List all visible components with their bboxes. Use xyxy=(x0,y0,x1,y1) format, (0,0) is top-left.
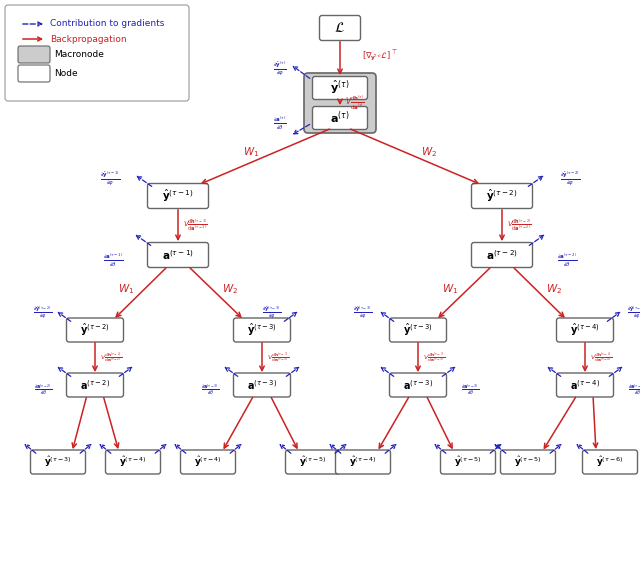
Text: Macronode: Macronode xyxy=(54,50,104,59)
Text: $\hat{\mathbf{y}}^{(\tau-4)}$: $\hat{\mathbf{y}}^{(\tau-4)}$ xyxy=(349,455,377,469)
FancyBboxPatch shape xyxy=(500,450,556,474)
Text: $V\frac{\mathrm{d}\mathbf{h}^{(\tau-3)}}{\mathrm{d}\mathbf{a}^{(\tau-3)}}$: $V\frac{\mathrm{d}\mathbf{h}^{(\tau-3)}}… xyxy=(423,350,445,365)
FancyBboxPatch shape xyxy=(312,76,367,100)
Text: $V\frac{\mathrm{d}\mathbf{h}^{(\tau-2)}}{\mathrm{d}\mathbf{a}^{(\tau-2)}}$: $V\frac{\mathrm{d}\mathbf{h}^{(\tau-2)}}… xyxy=(507,217,532,234)
Text: $\hat{\mathbf{y}}^{(\tau-5)}$: $\hat{\mathbf{y}}^{(\tau-5)}$ xyxy=(514,455,542,469)
FancyBboxPatch shape xyxy=(67,373,124,397)
FancyBboxPatch shape xyxy=(440,450,495,474)
Text: $\mathbf{a}^{(\tau-3)}$: $\mathbf{a}^{(\tau-3)}$ xyxy=(403,378,433,392)
Text: $V\frac{\mathrm{d}\mathbf{h}^{(\tau)}}{\mathrm{d}\mathbf{a}^{(\tau)}}$: $V\frac{\mathrm{d}\mathbf{h}^{(\tau)}}{\… xyxy=(345,94,365,112)
Text: $\hat{\mathbf{y}}^{(\tau-3)}$: $\hat{\mathbf{y}}^{(\tau-3)}$ xyxy=(44,455,72,469)
FancyBboxPatch shape xyxy=(18,65,50,82)
Text: $\frac{\partial\hat{\mathbf{y}}^{(\tau-3)}}{\partial\varphi}$: $\frac{\partial\hat{\mathbf{y}}^{(\tau-3… xyxy=(262,304,282,322)
Text: $\mathbf{a}^{(\tau-2)}$: $\mathbf{a}^{(\tau-2)}$ xyxy=(80,378,110,392)
Text: $\frac{\partial\mathbf{a}^{(\tau-1)}}{\partial\theta}$: $\frac{\partial\mathbf{a}^{(\tau-1)}}{\p… xyxy=(102,251,124,269)
FancyBboxPatch shape xyxy=(106,450,161,474)
FancyBboxPatch shape xyxy=(180,450,236,474)
Text: $\frac{\partial\hat{\mathbf{y}}^{(\tau-2)}}{\partial\varphi}$: $\frac{\partial\hat{\mathbf{y}}^{(\tau-2… xyxy=(560,169,580,187)
FancyBboxPatch shape xyxy=(557,373,614,397)
Text: $V\frac{\mathrm{d}\mathbf{h}^{(\tau-1)}}{\mathrm{d}\mathbf{a}^{(\tau-1)}}$: $V\frac{\mathrm{d}\mathbf{h}^{(\tau-1)}}… xyxy=(183,217,208,234)
Text: $\frac{\partial\mathbf{a}^{(\tau)}}{\partial\theta}$: $\frac{\partial\mathbf{a}^{(\tau)}}{\par… xyxy=(273,114,287,132)
FancyBboxPatch shape xyxy=(285,450,340,474)
Text: $\frac{\partial\mathbf{a}^{(\tau-2)}}{\partial\theta}$: $\frac{\partial\mathbf{a}^{(\tau-2)}}{\p… xyxy=(34,382,52,398)
FancyBboxPatch shape xyxy=(319,16,360,40)
Text: $V\frac{\mathrm{d}\mathbf{h}^{(\tau-4)}}{\mathrm{d}\mathbf{a}^{(\tau-4)}}$: $V\frac{\mathrm{d}\mathbf{h}^{(\tau-4)}}… xyxy=(590,350,612,365)
FancyBboxPatch shape xyxy=(390,373,447,397)
Text: $\hat{\mathbf{y}}^{(\tau-5)}$: $\hat{\mathbf{y}}^{(\tau-5)}$ xyxy=(299,455,327,469)
FancyBboxPatch shape xyxy=(312,107,367,129)
Text: $\mathbf{a}^{(\tau-1)}$: $\mathbf{a}^{(\tau-1)}$ xyxy=(162,248,194,262)
Text: Contribution to gradients: Contribution to gradients xyxy=(50,19,164,29)
Text: $\hat{\mathbf{y}}^{(\tau-2)}$: $\hat{\mathbf{y}}^{(\tau-2)}$ xyxy=(486,188,518,204)
Text: $\frac{\partial\hat{\mathbf{y}}^{(\tau)}}{\partial\varphi}$: $\frac{\partial\hat{\mathbf{y}}^{(\tau)}… xyxy=(273,59,287,77)
Text: $\hat{\mathbf{y}}^{(\tau-4)}$: $\hat{\mathbf{y}}^{(\tau-4)}$ xyxy=(194,455,222,469)
FancyBboxPatch shape xyxy=(472,184,532,209)
FancyBboxPatch shape xyxy=(234,373,291,397)
Text: $V\frac{\mathrm{d}\mathbf{h}^{(\tau-2)}}{\mathrm{d}\mathbf{a}^{(\tau-2)}}$: $V\frac{\mathrm{d}\mathbf{h}^{(\tau-2)}}… xyxy=(100,350,122,365)
Text: $\hat{\mathbf{y}}^{(\tau-1)}$: $\hat{\mathbf{y}}^{(\tau-1)}$ xyxy=(162,188,194,204)
Text: $W_1$: $W_1$ xyxy=(442,283,458,296)
FancyBboxPatch shape xyxy=(147,184,209,209)
FancyBboxPatch shape xyxy=(31,450,86,474)
Text: $[\nabla_{\hat{\mathbf{y}}^{(\tau)}}\mathcal{L}]^\top$: $[\nabla_{\hat{\mathbf{y}}^{(\tau)}}\mat… xyxy=(362,49,398,64)
Text: $\frac{\partial\hat{\mathbf{y}}^{(\tau-2)}}{\partial\varphi}$: $\frac{\partial\hat{\mathbf{y}}^{(\tau-2… xyxy=(33,304,52,322)
Text: $\frac{\partial\mathbf{a}^{(\tau-3)}}{\partial\theta}$: $\frac{\partial\mathbf{a}^{(\tau-3)}}{\p… xyxy=(461,382,479,398)
Text: $\mathbf{a}^{(\tau-3)}$: $\mathbf{a}^{(\tau-3)}$ xyxy=(247,378,277,392)
FancyBboxPatch shape xyxy=(67,318,124,342)
FancyBboxPatch shape xyxy=(390,318,447,342)
Text: $W_2$: $W_2$ xyxy=(222,283,238,296)
Text: $\mathcal{L}$: $\mathcal{L}$ xyxy=(335,21,346,35)
Text: $\mathbf{a}^{(\tau)}$: $\mathbf{a}^{(\tau)}$ xyxy=(330,110,350,127)
Text: $\hat{\mathbf{y}}^{(\tau-5)}$: $\hat{\mathbf{y}}^{(\tau-5)}$ xyxy=(454,455,482,469)
FancyBboxPatch shape xyxy=(5,5,189,101)
FancyBboxPatch shape xyxy=(18,46,50,63)
Text: $\hat{\mathbf{y}}^{(\tau-4)}$: $\hat{\mathbf{y}}^{(\tau-4)}$ xyxy=(119,455,147,469)
Text: Backpropagation: Backpropagation xyxy=(50,34,127,44)
Text: $W_2$: $W_2$ xyxy=(546,283,562,296)
Text: $W_2$: $W_2$ xyxy=(421,145,437,159)
Text: $\hat{\mathbf{y}}^{(\tau-2)}$: $\hat{\mathbf{y}}^{(\tau-2)}$ xyxy=(80,322,110,338)
FancyBboxPatch shape xyxy=(335,450,390,474)
FancyBboxPatch shape xyxy=(472,243,532,268)
Text: $W_1$: $W_1$ xyxy=(118,283,134,296)
Text: $\frac{\partial\hat{\mathbf{y}}^{(\tau-3)}}{\partial\varphi}$: $\frac{\partial\hat{\mathbf{y}}^{(\tau-3… xyxy=(353,304,372,322)
FancyBboxPatch shape xyxy=(234,318,291,342)
Text: $\frac{\partial\mathbf{a}^{(\tau-4)}}{\partial\theta}$: $\frac{\partial\mathbf{a}^{(\tau-4)}}{\p… xyxy=(628,382,640,398)
Text: $W_1$: $W_1$ xyxy=(243,145,259,159)
Text: $\hat{\mathbf{y}}^{(\tau-3)}$: $\hat{\mathbf{y}}^{(\tau-3)}$ xyxy=(247,322,277,338)
Text: $\frac{\partial\hat{\mathbf{y}}^{(\tau-1)}}{\partial\varphi}$: $\frac{\partial\hat{\mathbf{y}}^{(\tau-1… xyxy=(100,169,120,187)
Text: $\hat{\mathbf{y}}^{(\tau-6)}$: $\hat{\mathbf{y}}^{(\tau-6)}$ xyxy=(596,455,624,469)
Text: Node: Node xyxy=(54,69,77,78)
FancyBboxPatch shape xyxy=(557,318,614,342)
Text: $\frac{\partial\mathbf{a}^{(\tau-3)}}{\partial\theta}$: $\frac{\partial\mathbf{a}^{(\tau-3)}}{\p… xyxy=(201,382,219,398)
FancyBboxPatch shape xyxy=(147,243,209,268)
Text: $\frac{\partial\mathbf{a}^{(\tau-2)}}{\partial\theta}$: $\frac{\partial\mathbf{a}^{(\tau-2)}}{\p… xyxy=(557,251,577,269)
Text: $\hat{\mathbf{y}}^{(\tau)}$: $\hat{\mathbf{y}}^{(\tau)}$ xyxy=(330,79,349,97)
Text: $\mathbf{a}^{(\tau-4)}$: $\mathbf{a}^{(\tau-4)}$ xyxy=(570,378,600,392)
Text: $V\frac{\mathrm{d}\mathbf{h}^{(\tau-3)}}{\mathrm{d}\mathbf{a}^{(\tau-3)}}$: $V\frac{\mathrm{d}\mathbf{h}^{(\tau-3)}}… xyxy=(267,350,289,365)
Text: $\frac{\partial\hat{\mathbf{y}}^{(\tau-4)}}{\partial\varphi}$: $\frac{\partial\hat{\mathbf{y}}^{(\tau-4… xyxy=(627,304,640,322)
Text: $\hat{\mathbf{y}}^{(\tau-4)}$: $\hat{\mathbf{y}}^{(\tau-4)}$ xyxy=(570,322,600,338)
FancyBboxPatch shape xyxy=(582,450,637,474)
Text: $\mathbf{a}^{(\tau-2)}$: $\mathbf{a}^{(\tau-2)}$ xyxy=(486,248,518,262)
FancyBboxPatch shape xyxy=(304,73,376,133)
Text: $\hat{\mathbf{y}}^{(\tau-3)}$: $\hat{\mathbf{y}}^{(\tau-3)}$ xyxy=(403,322,433,338)
